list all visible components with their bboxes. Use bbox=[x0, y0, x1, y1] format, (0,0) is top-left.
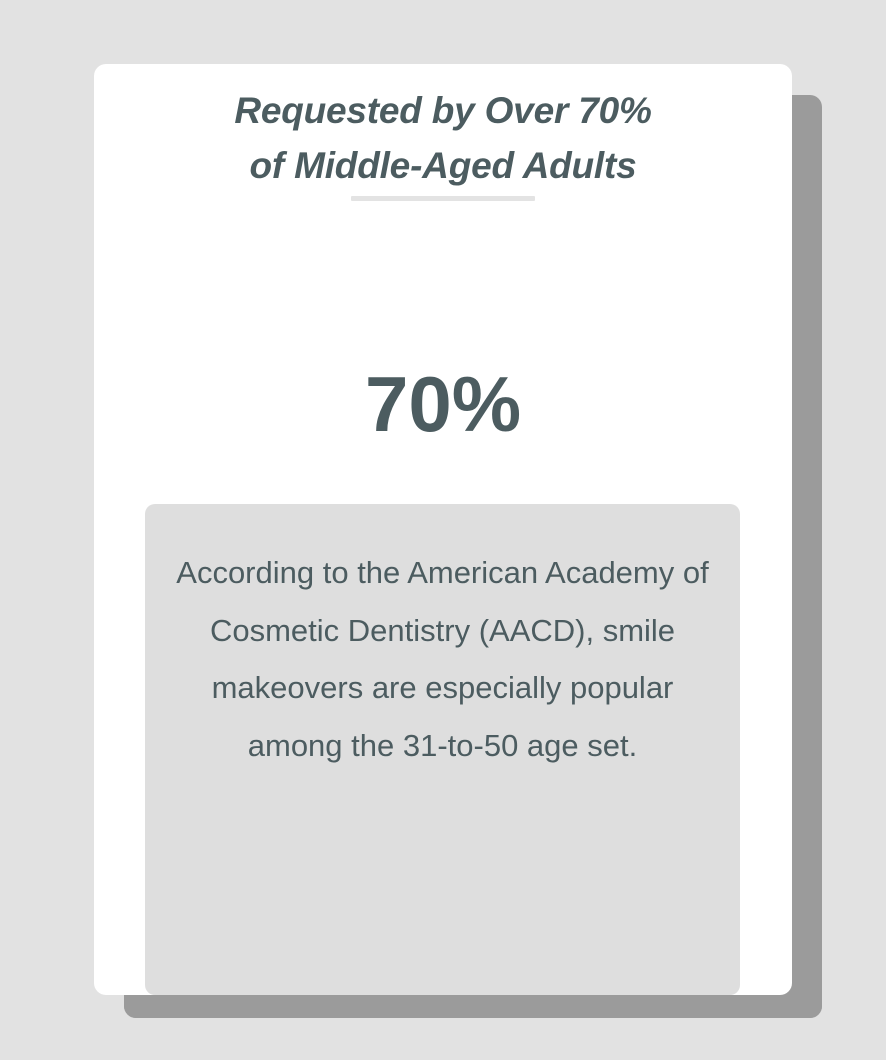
stat-value: 70% bbox=[364, 360, 522, 448]
detail-text: According to the American Academy of Cos… bbox=[176, 555, 709, 763]
title-divider bbox=[351, 196, 535, 201]
card-shadow-bottom-strip bbox=[124, 995, 822, 1018]
card-title: Requested by Over 70% of Middle-Aged Adu… bbox=[234, 90, 652, 186]
stat-card: Requested by Over 70% of Middle-Aged Adu… bbox=[94, 64, 792, 995]
detail-panel: According to the American Academy of Cos… bbox=[145, 504, 740, 995]
